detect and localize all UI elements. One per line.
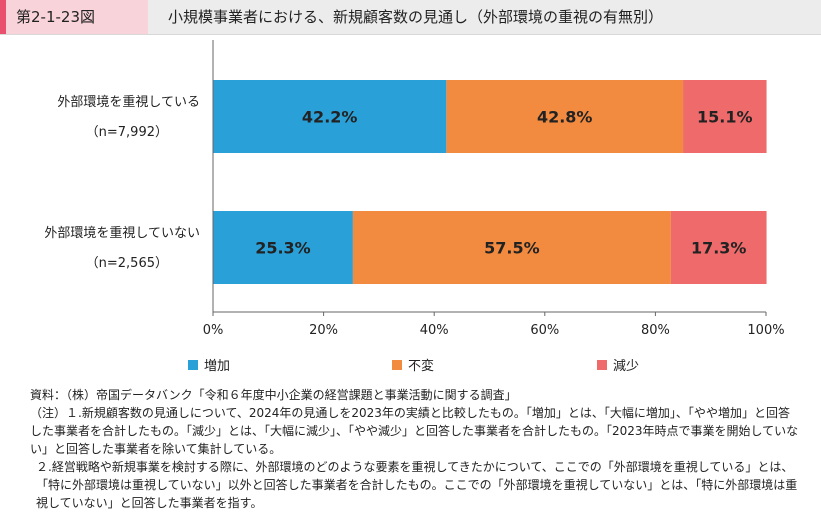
data-label-1-2: 17.3%: [691, 239, 747, 258]
data-label-0-1: 42.8%: [537, 108, 593, 127]
notes-block: 資料：（株）帝国データバンク「令和６年度中小企業の経営課題と事業活動に関する調査…: [30, 386, 800, 512]
x-tick-label-0: 0%: [203, 323, 224, 338]
legend-item-1: 不変: [392, 355, 434, 374]
legend-item-2: 減少: [597, 355, 639, 374]
note-source: 資料：（株）帝国データバンク「令和６年度中小企業の経営課題と事業活動に関する調査…: [30, 388, 517, 402]
x-tick-label-3: 60%: [530, 323, 559, 338]
data-label-0-2: 15.1%: [697, 108, 753, 127]
legend-item-0: 増加: [188, 355, 230, 374]
legend-label-1: 不変: [408, 359, 435, 374]
data-label-1-0: 25.3%: [255, 239, 311, 258]
figure-title: 小規模事業者における、新規顧客数の見通し（外部環境の重視の有無別）: [168, 8, 664, 26]
x-tick-label-5: 100%: [747, 323, 784, 338]
bar-0-2: [683, 80, 767, 153]
legend-swatch-0: [188, 359, 198, 370]
bar-0-1: [446, 80, 684, 153]
figure-header: 第2-1-23図 小規模事業者における、新規顧客数の見通し（外部環境の重視の有無…: [0, 0, 821, 35]
note-2: ２.経営戦略や新規事業を検討する際に、外部環境のどのような要素を重視してきたかに…: [36, 460, 798, 510]
note-1: （注）１.新規顧客数の見通しについて、2024年の見通しを2023年の実績と比較…: [30, 406, 799, 456]
x-tick-label-1: 20%: [309, 323, 338, 338]
category-n-1: （n=2,565）: [86, 256, 168, 271]
x-tick-label-4: 80%: [641, 323, 670, 338]
header-accent-bar: [0, 0, 6, 34]
figure-number: 第2-1-23図: [6, 0, 148, 34]
bar-1-2: [670, 211, 767, 284]
legend-label-2: 減少: [613, 359, 640, 374]
legend-swatch-1: [392, 359, 402, 370]
bar-0-0: [213, 80, 447, 153]
x-tick-label-2: 40%: [420, 323, 449, 338]
legend-label-0: 増加: [204, 359, 231, 374]
data-label-0-0: 42.2%: [302, 108, 358, 127]
bar-1-0: [213, 211, 353, 284]
stacked-bar-chart: 42.2% 42.8% 15.1% 外部環境を重視している （n=7,992） 25.3%…: [44, 40, 785, 338]
category-n-0: （n=7,992）: [86, 125, 168, 140]
category-label-1: 外部環境を重視していない: [44, 225, 200, 241]
data-label-1-1: 57.5%: [484, 239, 540, 258]
category-label-0: 外部環境を重視している: [57, 94, 200, 110]
legend-swatch-2: [597, 359, 607, 370]
bar-1-1: [352, 211, 671, 284]
